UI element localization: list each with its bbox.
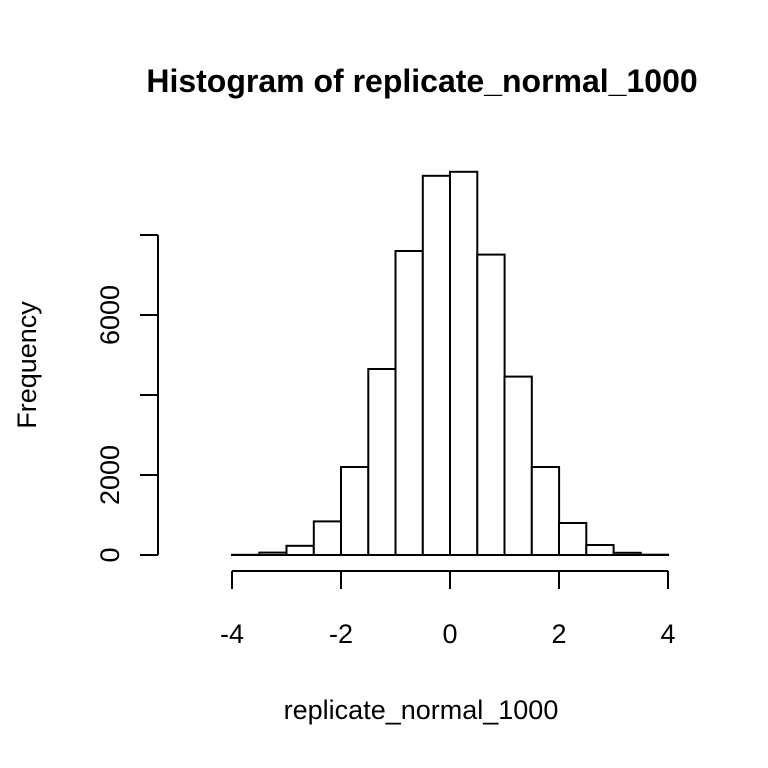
histogram-bar-13 (530, 466, 561, 556)
histogram-bar-11 (476, 253, 506, 556)
y-tick-label-0: 0 (95, 547, 125, 562)
y-tick-label-3: 6000 (95, 285, 125, 345)
histogram-bar-5 (312, 520, 343, 557)
histogram-bar-6 (340, 466, 370, 556)
x-axis-label: replicate_normal_1000 (284, 695, 559, 725)
y-axis: 0 2000 6000 (95, 234, 159, 563)
histogram-bar-12 (503, 375, 533, 556)
chart-title: Histogram of replicate_normal_1000 (146, 63, 697, 99)
x-tick-label-0: -4 (220, 619, 244, 649)
histogram-bar-16 (612, 551, 642, 556)
histogram-bar-9 (421, 174, 452, 557)
histogram-bar-8 (394, 250, 424, 556)
x-tick-label-3: 2 (551, 619, 566, 649)
histogram-bar-3 (258, 551, 288, 556)
histogram-bar-14 (558, 522, 588, 556)
x-axis: -4 -2 0 2 4 (220, 570, 676, 649)
y-axis-label: Frequency (12, 301, 42, 429)
x-tick-label-1: -2 (329, 619, 353, 649)
x-tick-label-4: 4 (660, 619, 675, 649)
y-tick-label-1: 2000 (95, 445, 125, 505)
histogram-bar-4 (285, 544, 315, 556)
bars-group (231, 170, 670, 557)
histogram-bar-15 (585, 544, 615, 556)
histogram-bar-7 (367, 368, 397, 556)
histogram-bar-10 (449, 170, 479, 557)
x-tick-label-2: 0 (442, 619, 457, 649)
